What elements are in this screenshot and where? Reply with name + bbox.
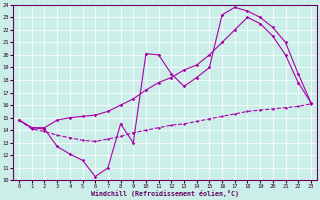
X-axis label: Windchill (Refroidissement éolien,°C): Windchill (Refroidissement éolien,°C): [91, 190, 239, 197]
